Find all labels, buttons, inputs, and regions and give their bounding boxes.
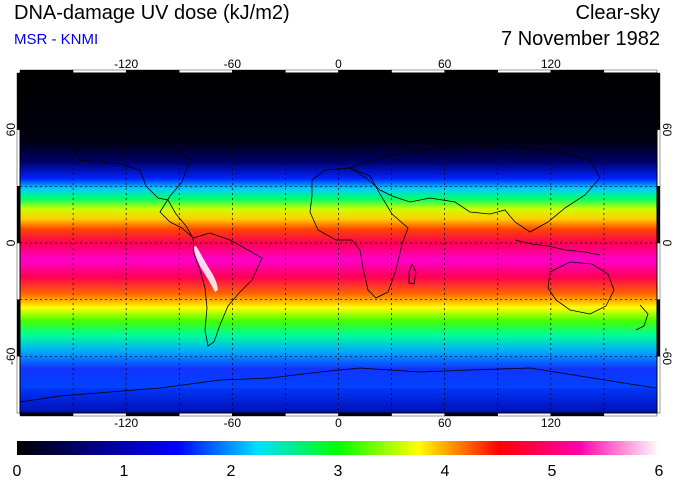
coastlines <box>20 141 657 403</box>
lon-label-bottom: 60 <box>438 416 452 430</box>
data-source-label: MSR - KNMI <box>14 31 99 48</box>
madagascar-coast <box>408 263 417 285</box>
antarctica-coast <box>20 367 657 403</box>
colorbar-tick-label: 3 <box>334 463 343 480</box>
lat-labels-left: 60 0 -60 <box>4 123 18 365</box>
lon-label-bottom: -60 <box>224 416 242 430</box>
map-title: DNA-damage UV dose (kJ/m2) <box>14 2 290 24</box>
graticule <box>20 73 657 413</box>
colorbar-tick-label: 2 <box>227 463 236 480</box>
eurasia-coast <box>349 145 601 233</box>
colorbar-tick-label: 4 <box>441 463 450 480</box>
andes-high-dose-region <box>193 246 218 292</box>
date-label: 7 November 1982 <box>501 28 660 50</box>
colorbar-tick-labels: 0 1 2 3 4 5 6 <box>13 463 664 480</box>
lon-label-bottom: 120 <box>541 416 561 430</box>
colorbar-tick-label: 6 <box>655 463 664 480</box>
lon-label-top: 120 <box>541 57 561 71</box>
lat-label-left: -60 <box>4 347 18 365</box>
lat-label-left: 60 <box>4 123 18 137</box>
lat-label-right: -60 <box>660 348 674 366</box>
colorbar <box>17 441 659 455</box>
border-ticks <box>16 69 661 417</box>
lon-label-top: 0 <box>335 57 342 71</box>
colorbar-tick-label: 0 <box>13 463 22 480</box>
lon-labels-top: -120 -60 0 60 120 <box>114 57 561 71</box>
lon-labels-bottom: -120 -60 0 60 120 <box>114 416 561 430</box>
lon-label-top: 60 <box>438 57 452 71</box>
north-america-coast <box>74 141 194 239</box>
lon-label-bottom: -120 <box>114 416 138 430</box>
lat-label-left: 0 <box>4 239 18 246</box>
indonesia-coast <box>514 239 601 256</box>
australia-coast <box>547 261 615 315</box>
lat-label-right: 0 <box>660 240 674 247</box>
lon-label-bottom: 0 <box>335 416 342 430</box>
sky-condition-label: Clear-sky <box>575 2 660 24</box>
lat-labels-right: 60 0 -60 <box>660 123 674 365</box>
europe-africa-coast <box>309 167 409 299</box>
colorbar-tick-label: 1 <box>120 463 129 480</box>
lon-label-top: -60 <box>224 57 242 71</box>
map-frame <box>19 72 658 414</box>
south-america-coast <box>192 232 263 347</box>
lon-label-top: -120 <box>114 57 138 71</box>
lat-label-right: 60 <box>660 123 674 137</box>
new-zealand-coast <box>635 304 649 331</box>
colorbar-tick-label: 5 <box>548 463 557 480</box>
